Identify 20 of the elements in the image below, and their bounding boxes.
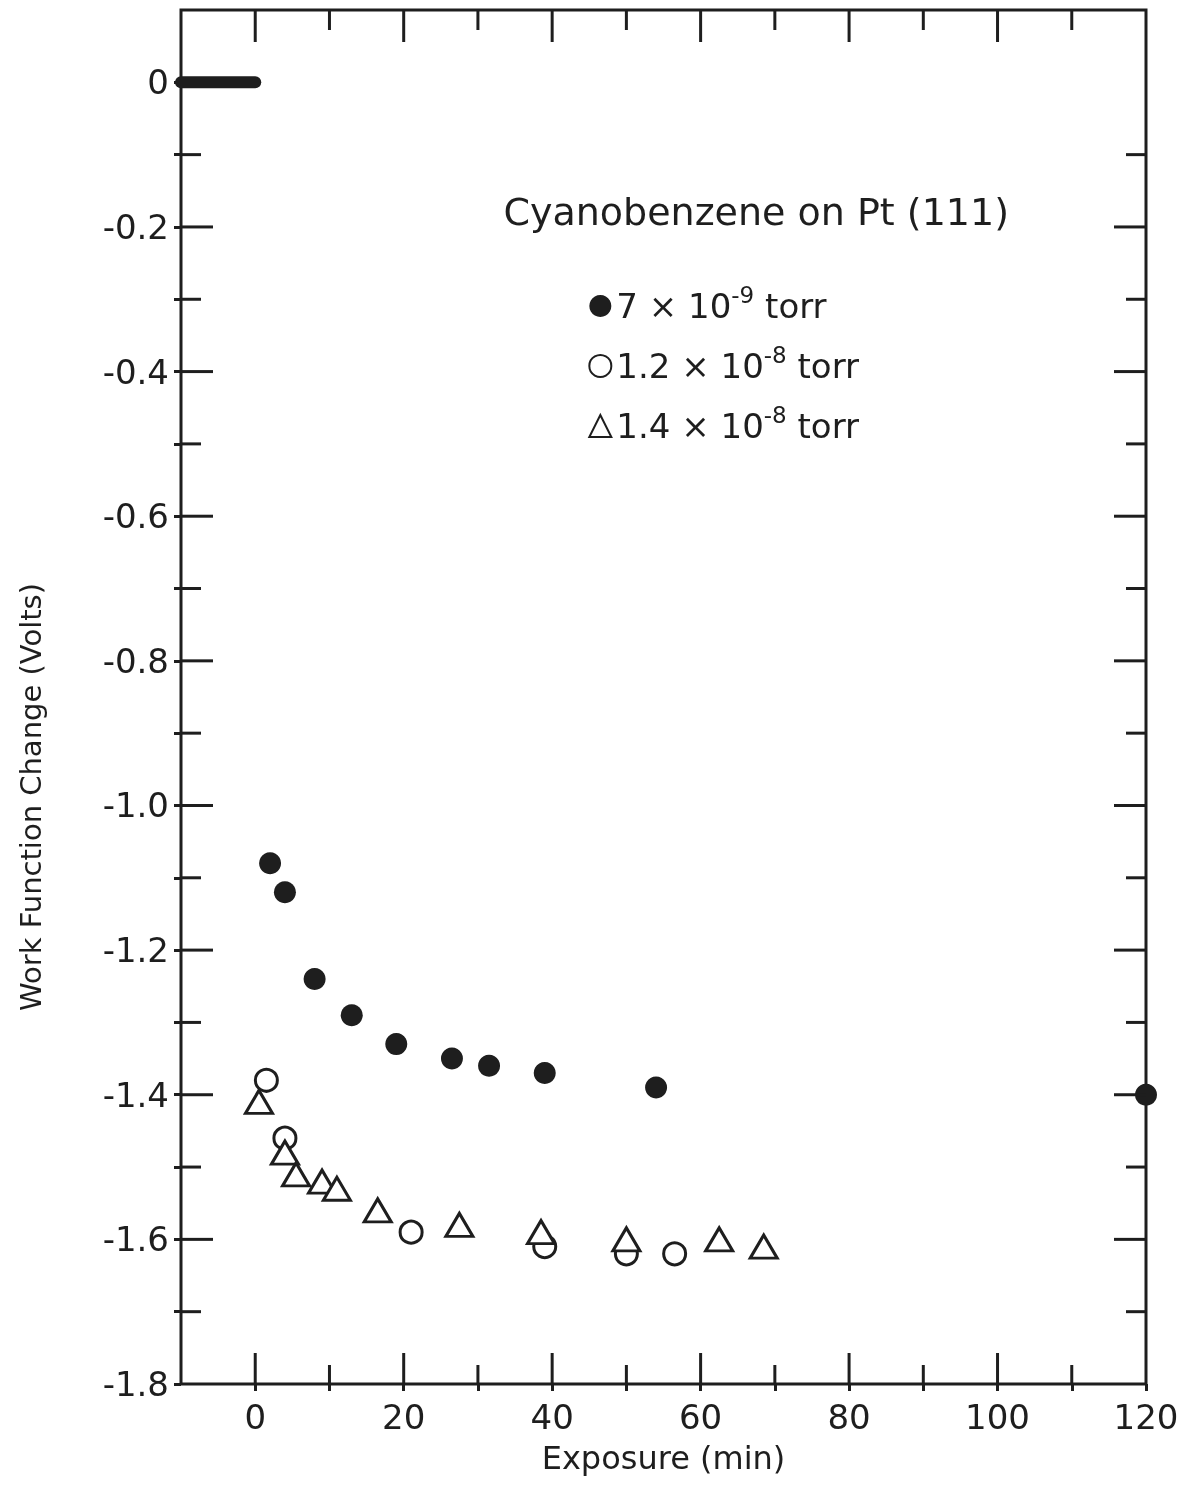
x-axis-title: Exposure (min) bbox=[541, 1439, 786, 1477]
y-tick-label: -1.4 bbox=[102, 1074, 169, 1115]
y-tick-label: -0.2 bbox=[102, 206, 169, 247]
y-tick-label: -0.4 bbox=[102, 351, 169, 392]
x-tick-label: 80 bbox=[827, 1397, 871, 1437]
y-tick-label: -0.6 bbox=[102, 496, 169, 537]
y-tick-label: -1.2 bbox=[102, 930, 169, 971]
x-tick-label: 60 bbox=[678, 1397, 723, 1437]
y-axis-title: Work Function Change (Volts) bbox=[13, 583, 48, 1011]
y-tick-label: -1.8 bbox=[102, 1364, 169, 1404]
x-tick-label: 20 bbox=[382, 1397, 426, 1437]
y-tick-label: -1.6 bbox=[102, 1219, 169, 1260]
x-tick-label: 0 bbox=[244, 1397, 267, 1437]
legend-title: Cyanobenzene on Pt (111) bbox=[503, 190, 1009, 234]
y-tick-label: -0.8 bbox=[102, 640, 169, 681]
x-tick-label: 120 bbox=[1113, 1397, 1179, 1437]
y-tick-label: 0 bbox=[147, 62, 169, 103]
x-tick-label: 40 bbox=[530, 1397, 574, 1437]
x-tick-label: 100 bbox=[965, 1397, 1030, 1437]
y-tick-label: -1.0 bbox=[102, 785, 169, 826]
